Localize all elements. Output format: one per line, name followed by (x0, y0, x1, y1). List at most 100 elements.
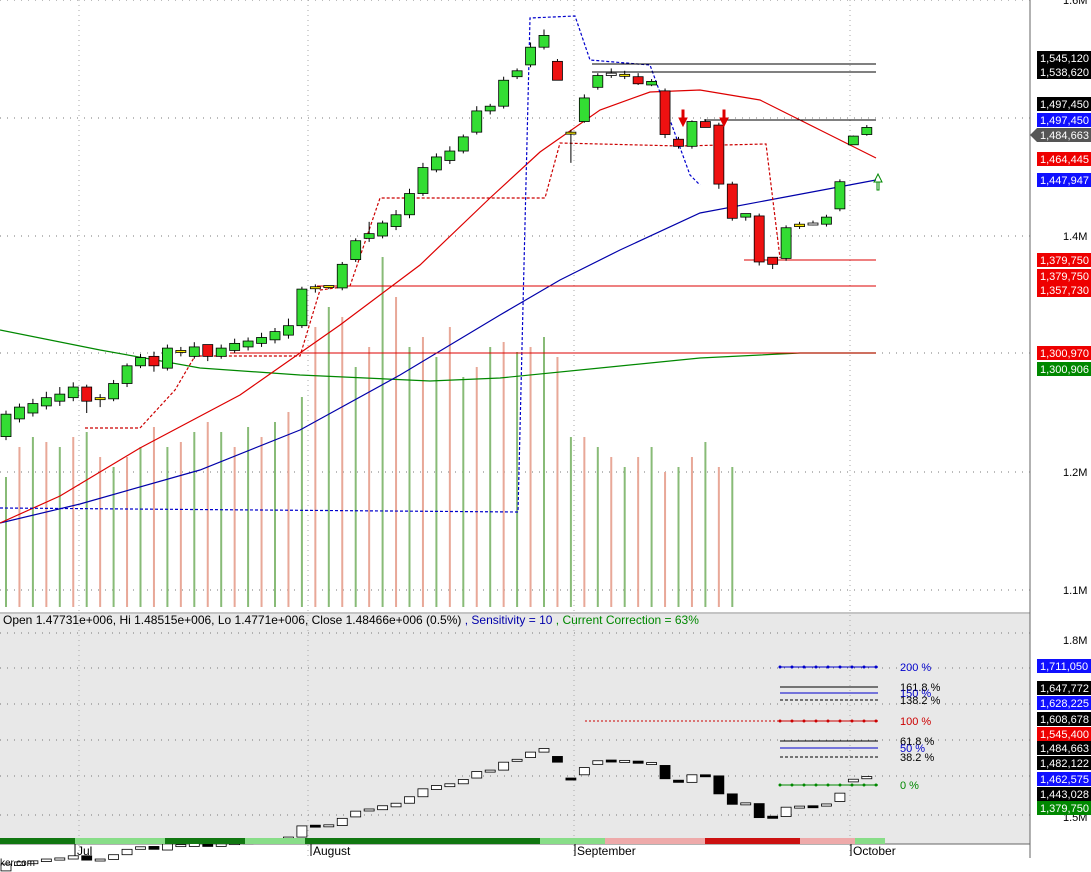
line-break-box (67, 855, 79, 860)
line-break-panel: 200 % 161.8 %150 %138.2 % 100 % 61.8 %50 %3… (0, 662, 941, 872)
sell-arrow-icon (678, 109, 688, 128)
price-tag-label: 1,484,663 (1040, 130, 1089, 142)
candle-body (269, 331, 281, 341)
line-break-box (686, 774, 698, 783)
y-tick-label: 1.8M (1063, 635, 1087, 647)
fib-level-dot (838, 665, 842, 669)
trend-strip-segment (245, 838, 305, 844)
candle-body (81, 386, 93, 402)
volume-bar (233, 447, 236, 607)
volume-bar (260, 437, 263, 607)
trend-strip-segment (540, 838, 605, 844)
fib-level-label: 38.2 % (900, 752, 934, 764)
volume-bar (72, 437, 75, 607)
grid-lines (0, 0, 1030, 858)
volume-bar (58, 447, 61, 607)
price-tag-label: 1,647,772 (1040, 683, 1089, 695)
volume-bar (502, 342, 505, 607)
fib-level-dot (862, 719, 866, 723)
candle-body (552, 60, 563, 81)
line-break-box (417, 788, 429, 798)
fib-level-label: 200 % (900, 662, 931, 674)
line-break-box (390, 802, 402, 808)
volume-bar (489, 347, 492, 607)
line-break-box (807, 805, 819, 809)
candle-body (498, 79, 510, 107)
price-tag-label: 1,357,730 (1040, 285, 1089, 297)
line-break-box (847, 778, 859, 783)
volume-bar (220, 432, 223, 607)
moving-average-short (0, 89, 877, 524)
price-tag (1037, 269, 1091, 283)
moving-average-mid (0, 179, 877, 524)
price-axis: 1.6M1.4M1.2M1.1M1.8M1.5M1,545,1201,538,6… (1030, 0, 1091, 824)
line-break-box (740, 802, 752, 806)
candle-body (390, 214, 402, 227)
line-break-box (363, 808, 375, 812)
candle-body (565, 131, 577, 135)
candle-body (578, 97, 590, 122)
candle-body (538, 35, 550, 48)
fib-level-dot (814, 665, 818, 669)
fib-level-label: 61.8 % (900, 736, 934, 748)
volume-bar (206, 422, 209, 607)
volume-bar (395, 297, 398, 607)
volume-bar (556, 357, 559, 607)
fib-level-label: 161.8 % (900, 682, 941, 694)
fib-level-dot (862, 783, 866, 787)
line-break-box (14, 861, 25, 866)
info-separator-2: , (552, 613, 563, 627)
candle-body (686, 121, 698, 147)
candle-body (726, 183, 738, 219)
volume-bar (462, 377, 465, 607)
candle-body (336, 263, 348, 289)
line-break-box (780, 806, 792, 817)
line-break-box (632, 760, 644, 764)
line-break-box (323, 824, 335, 828)
line-break-box (457, 779, 469, 785)
line-break-box (430, 785, 442, 790)
price-tag (1037, 681, 1091, 695)
candle-body (309, 286, 321, 290)
volume-bar (341, 317, 344, 607)
price-tag (1037, 727, 1091, 741)
y-tick-label: 1.1M (1063, 585, 1087, 597)
fib-level-label: 0 % (900, 780, 919, 792)
line-break-box (552, 756, 563, 763)
candle-body (740, 213, 752, 218)
correction-readout: Current Correction = 63% (562, 613, 699, 627)
fib-level-label: 50 % (900, 743, 925, 755)
volume-bar (516, 352, 519, 607)
candle-body (404, 193, 415, 216)
sell-arrow-icon (719, 109, 729, 128)
volume-bar (704, 442, 707, 607)
fib-level-label: 138.2 % (900, 695, 941, 707)
trend-strip-segment (75, 838, 165, 844)
volume-bar (583, 437, 586, 607)
line-break-box (54, 857, 66, 861)
price-tag-label: 1,545,120 (1040, 53, 1089, 65)
volume-bar (247, 427, 250, 607)
price-tag (1037, 712, 1091, 726)
line-break-box (148, 846, 160, 850)
buy-arrow-icon (873, 172, 883, 191)
price-tag-label: 1,608,678 (1040, 714, 1089, 726)
overlay-lines (0, 15, 877, 524)
candle-body (229, 342, 241, 351)
line-break-box (794, 805, 805, 809)
candle-body (511, 70, 523, 78)
price-tag (1037, 801, 1091, 815)
line-break-box (767, 815, 779, 819)
line-break-box (40, 858, 52, 862)
fib-level-dot (790, 719, 794, 723)
volume-bar (448, 327, 451, 607)
candle-body (67, 386, 79, 399)
price-tag (1037, 283, 1091, 297)
candle-body (283, 325, 294, 336)
y-tick-label: 1.2M (1063, 467, 1087, 479)
price-tag-label: 1,464,445 (1040, 154, 1089, 166)
volume-bar (31, 437, 34, 607)
candle-body (605, 72, 617, 76)
candle-body (484, 105, 496, 112)
